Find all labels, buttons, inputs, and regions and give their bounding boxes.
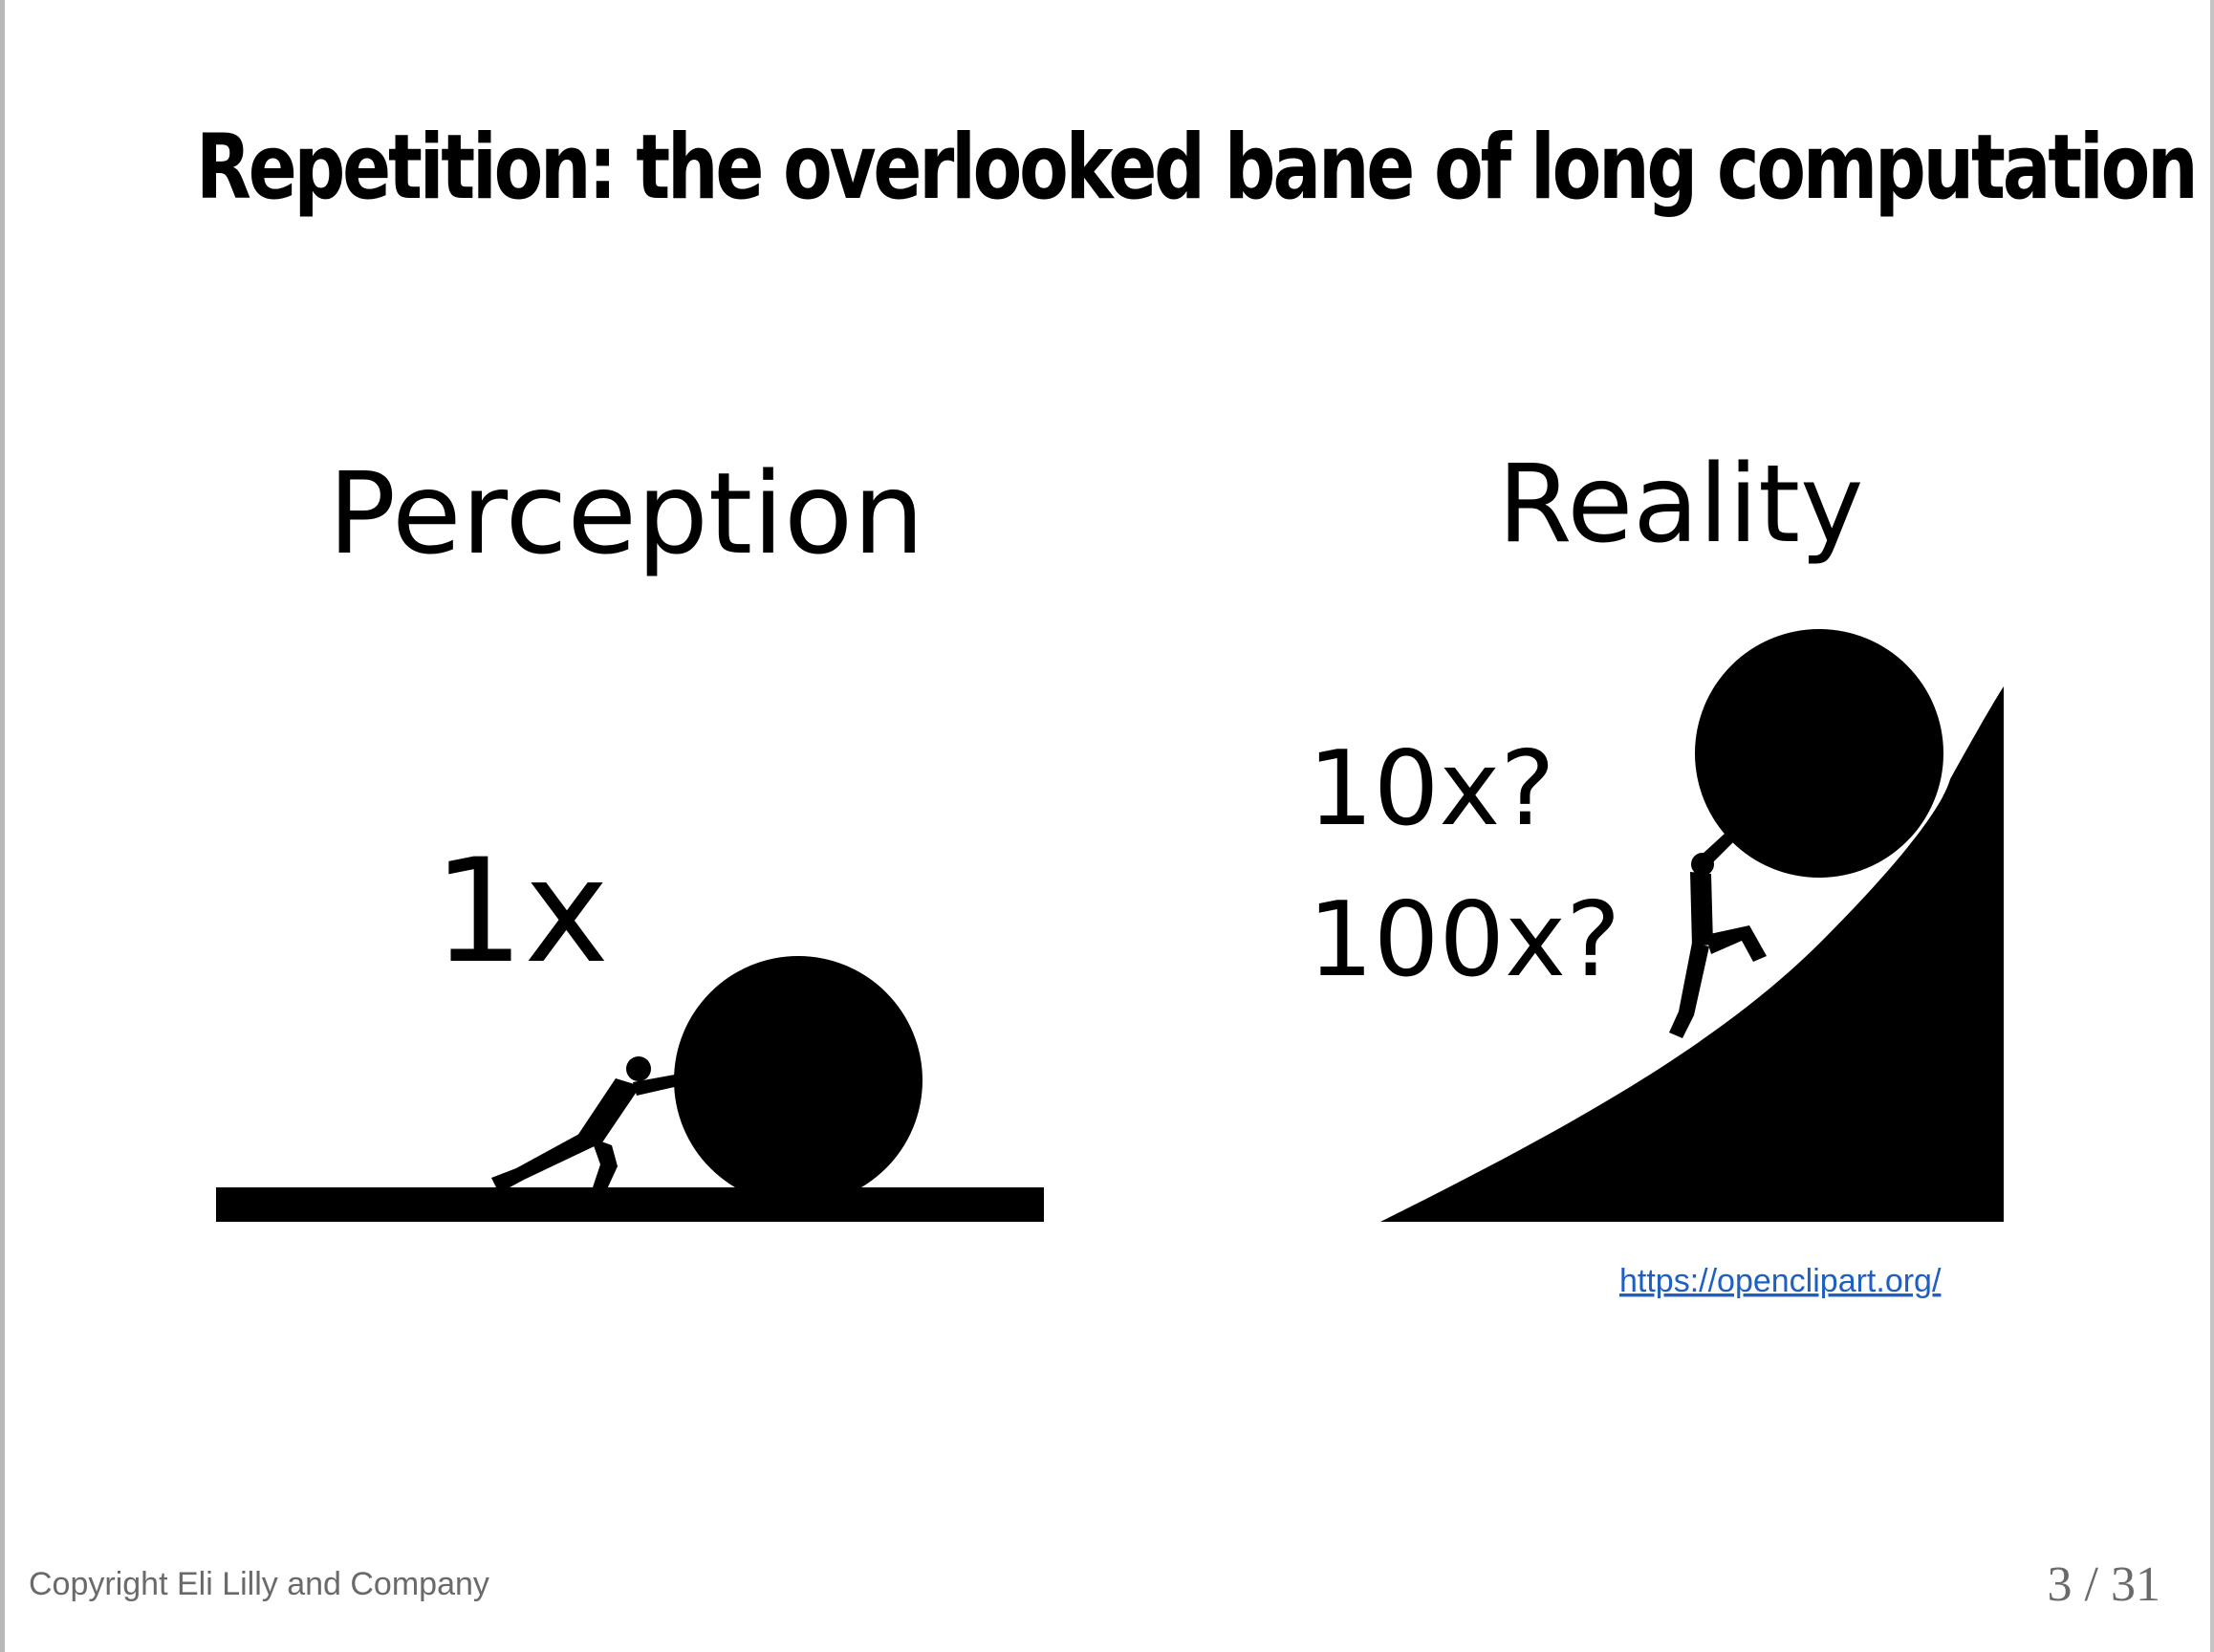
openclipart-link[interactable]: https://openclipart.org/ [1619,1263,1942,1299]
slide-frame-right [2210,0,2214,1652]
perception-multiplier: 1x [433,829,609,995]
sisyphus-figure-hill [1669,834,1767,1038]
flat-ground [216,1187,1044,1222]
reality-multiplier-10x: 10x? [1308,729,1555,849]
steep-hill [1380,686,2004,1222]
slide-frame-left [0,0,5,1652]
sisyphus-figure-flat [491,1056,679,1193]
perception-heading: Perception [328,447,924,579]
reality-heading: Reality [1498,443,1864,567]
reality-multiplier-100x: 100x? [1308,880,1620,1000]
reality-panel: Reality 10x? 100x? https://openclipart.o… [1308,443,2004,1299]
boulder-flat [674,956,922,1205]
page-number: 3 / 31 [2047,1557,2160,1612]
boulder-hill [1695,629,1943,878]
perception-panel: Perception 1x [216,447,1044,1222]
footer-copyright: Copyright Eli Lilly and Company [29,1566,489,1602]
